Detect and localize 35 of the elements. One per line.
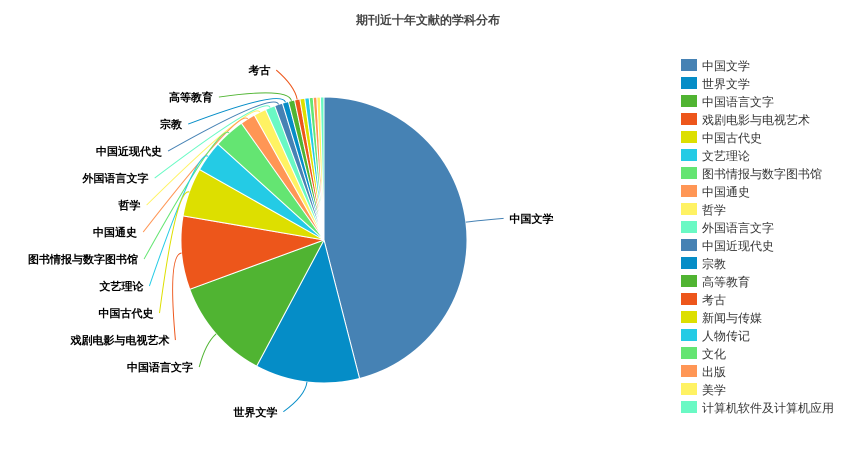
slice-label: 图书情报与数字图书馆 xyxy=(28,254,138,266)
legend-label: 戏剧电影与电视艺术 xyxy=(702,113,810,127)
legend-label: 考古 xyxy=(702,293,726,307)
legend-label: 外国语言文字 xyxy=(702,221,774,235)
legend-label: 出版 xyxy=(702,365,726,379)
legend-label: 中国通史 xyxy=(702,185,750,199)
slice-label: 中国古代史 xyxy=(98,308,154,320)
legend-label: 中国文学 xyxy=(702,59,750,73)
legend-label: 中国近现代史 xyxy=(702,239,774,253)
legend-label: 中国语言文字 xyxy=(702,95,774,109)
legend-label: 高等教育 xyxy=(702,275,750,289)
chart-title: 期刊近十年文献的学科分布 xyxy=(356,13,500,27)
legend-label: 文化 xyxy=(702,347,726,361)
legend-label: 世界文学 xyxy=(702,77,750,91)
legend-label: 宗教 xyxy=(702,257,726,271)
slice-label: 哲学 xyxy=(118,200,141,212)
slice-label: 戏剧电影与电视艺术 xyxy=(70,335,170,348)
slice-label: 高等教育 xyxy=(168,92,213,104)
legend-label: 哲学 xyxy=(702,203,726,217)
legend-label: 人物传记 xyxy=(702,329,750,343)
legend-label: 文艺理论 xyxy=(702,149,750,163)
legend-label: 计算机软件及计算机应用 xyxy=(702,401,834,415)
legend-label: 中国古代史 xyxy=(702,131,762,145)
slice-label: 宗教 xyxy=(160,119,182,132)
legend-label: 图书情报与数字图书馆 xyxy=(702,167,822,181)
slice-label: 中国近现代史 xyxy=(96,146,162,158)
slice-label: 中国文学 xyxy=(510,213,554,226)
slice-label: 中国通史 xyxy=(93,227,138,240)
slice-label: 文艺理论 xyxy=(99,281,144,294)
slice-label: 外国语言文字 xyxy=(82,173,149,186)
legend-label: 美学 xyxy=(702,383,726,397)
legend-label: 新闻与传媒 xyxy=(702,311,762,325)
slice-label: 世界文学 xyxy=(233,406,278,419)
slice-label: 中国语言文字 xyxy=(127,362,194,374)
slice-label: 考古 xyxy=(248,65,270,78)
